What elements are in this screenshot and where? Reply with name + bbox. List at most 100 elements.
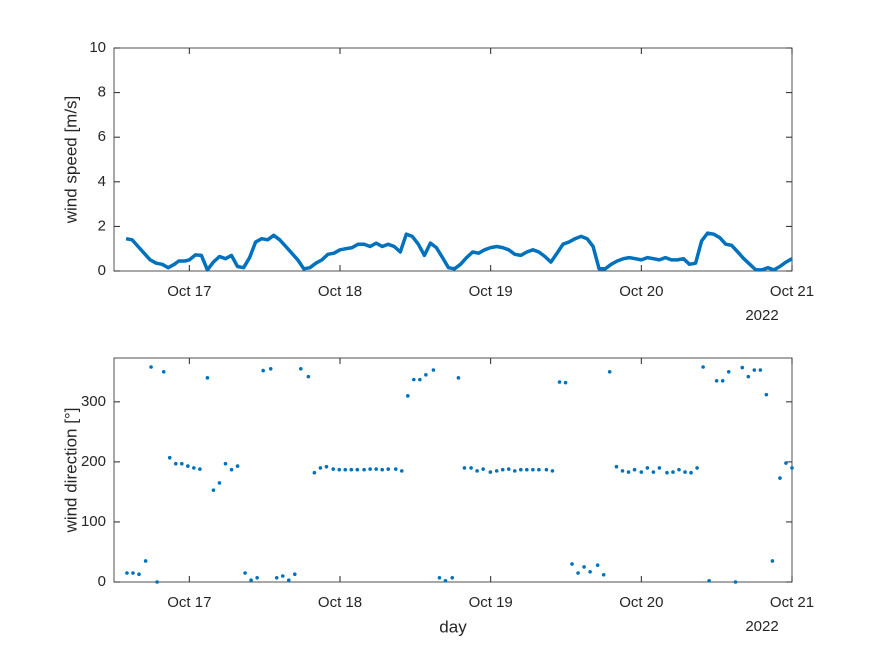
point xyxy=(695,466,699,470)
point xyxy=(198,467,202,471)
axes-box xyxy=(113,47,793,272)
point xyxy=(324,464,329,469)
point xyxy=(570,562,574,566)
point xyxy=(469,466,473,470)
point xyxy=(450,575,455,580)
point xyxy=(770,559,775,563)
point xyxy=(362,467,366,472)
point xyxy=(299,367,303,371)
point xyxy=(758,368,763,372)
point xyxy=(671,470,675,474)
point xyxy=(740,365,745,370)
x-tick-label: Oct 20 xyxy=(619,283,663,300)
point xyxy=(752,368,757,372)
point xyxy=(286,578,291,582)
point xyxy=(614,464,619,469)
point xyxy=(525,467,529,472)
point xyxy=(726,370,731,374)
point xyxy=(531,467,535,472)
point xyxy=(349,467,354,472)
point xyxy=(155,580,159,584)
point xyxy=(707,578,711,583)
point xyxy=(167,455,172,460)
x-tick-label: Oct 19 xyxy=(469,594,513,611)
x-tick-label: Oct 18 xyxy=(318,283,362,300)
wind-speed-line xyxy=(125,231,793,272)
point xyxy=(386,467,391,471)
point xyxy=(576,571,580,575)
y-tick-label: 4 xyxy=(98,173,106,190)
point xyxy=(205,376,210,380)
point xyxy=(443,578,448,583)
point xyxy=(229,467,234,472)
point xyxy=(626,470,631,474)
y-tick-label: 2 xyxy=(98,217,106,234)
point xyxy=(399,469,404,473)
y-tick-label: 0 xyxy=(98,262,106,279)
point xyxy=(412,377,416,382)
point xyxy=(488,470,493,474)
point xyxy=(481,467,485,471)
point xyxy=(355,467,360,472)
y-axis-label: wind speed [m/s] xyxy=(61,96,80,225)
y-tick-label: 6 xyxy=(98,128,106,145)
point xyxy=(343,467,348,472)
point xyxy=(456,376,461,380)
point xyxy=(519,467,523,472)
point xyxy=(595,563,600,567)
point xyxy=(235,464,240,468)
point xyxy=(790,466,794,470)
point xyxy=(620,469,625,473)
point xyxy=(689,470,693,475)
point xyxy=(180,461,184,466)
point xyxy=(318,466,323,470)
point xyxy=(665,470,669,475)
point xyxy=(223,461,228,466)
y-tick-label: 300 xyxy=(81,393,106,410)
point xyxy=(268,367,273,371)
x-tick-label: Oct 18 xyxy=(318,594,362,611)
point xyxy=(639,470,644,474)
point xyxy=(557,380,562,384)
point xyxy=(537,467,541,472)
x-tick-label: Oct 21 xyxy=(770,283,814,300)
y-tick-label: 200 xyxy=(81,453,106,470)
point xyxy=(380,467,384,472)
point xyxy=(431,368,436,372)
y-tick-label: 8 xyxy=(98,84,106,101)
point xyxy=(437,575,442,580)
point xyxy=(462,466,467,470)
point xyxy=(424,373,428,377)
point xyxy=(280,574,285,578)
point xyxy=(607,370,612,374)
y-tick-label: 100 xyxy=(81,513,106,530)
point xyxy=(645,466,650,470)
axes-box xyxy=(113,357,793,583)
point xyxy=(677,467,681,472)
point xyxy=(683,470,687,474)
point xyxy=(249,578,253,582)
point xyxy=(274,575,279,580)
y-axis-label: wind direction [°] xyxy=(61,408,80,534)
point xyxy=(312,470,317,475)
point xyxy=(243,571,247,575)
point xyxy=(632,467,637,472)
point xyxy=(125,571,129,575)
point xyxy=(720,379,725,383)
x-tick-label: Oct 20 xyxy=(619,594,663,611)
point xyxy=(733,580,738,584)
point xyxy=(331,467,336,471)
point xyxy=(701,365,705,369)
x-axis-label: day xyxy=(439,617,467,636)
point xyxy=(475,469,479,473)
y-tick-label: 10 xyxy=(89,39,106,56)
point xyxy=(173,461,178,466)
point xyxy=(306,374,311,379)
point xyxy=(512,469,517,473)
point xyxy=(784,461,788,465)
point xyxy=(588,569,592,574)
point xyxy=(192,466,196,470)
point xyxy=(337,467,342,472)
point xyxy=(494,469,499,473)
